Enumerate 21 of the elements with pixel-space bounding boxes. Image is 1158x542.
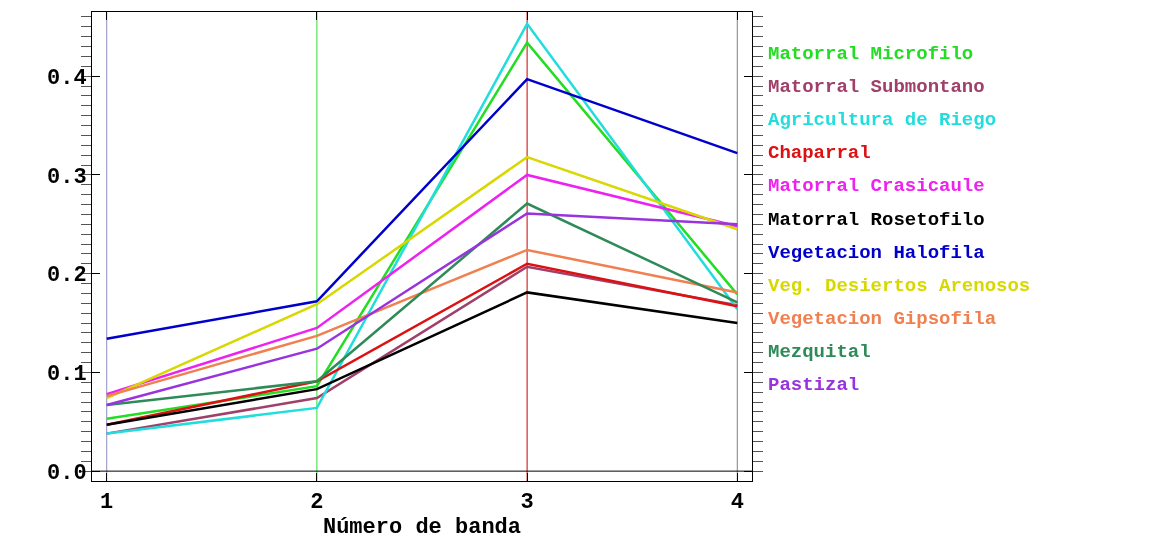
text: Matorral Crasicaule: [768, 175, 985, 197]
y-tick-label: 0.4: [46, 65, 87, 91]
text: Veg. Desiertos Arenosos: [768, 275, 1031, 297]
text: Agricultura de Riego: [768, 109, 997, 131]
x-axis-title: Número de banda: [322, 515, 522, 541]
series-label: Vegetacion Gipsofila: [768, 308, 997, 330]
x-tick-label: 4: [730, 490, 744, 516]
text: Mezquital: [768, 341, 871, 363]
text: Matorral Submontano: [768, 76, 985, 98]
text: Matorral Rosetofilo: [768, 209, 985, 231]
x-tick-label: 3: [520, 490, 534, 516]
x-tick-label: 2: [310, 490, 324, 516]
y-tick-label: 0.2: [46, 263, 87, 289]
text: Matorral Microfilo: [768, 43, 974, 65]
y-tick-label: 0.0: [46, 460, 87, 486]
y-tick-label: 0.3: [46, 164, 87, 190]
text: Pastizal: [768, 374, 860, 396]
y-tick-label: 0.1: [46, 362, 87, 388]
text: Chaparral: [768, 142, 871, 164]
x-tick-label: 1: [100, 490, 114, 516]
text: Vegetacion Halofila: [768, 242, 985, 264]
